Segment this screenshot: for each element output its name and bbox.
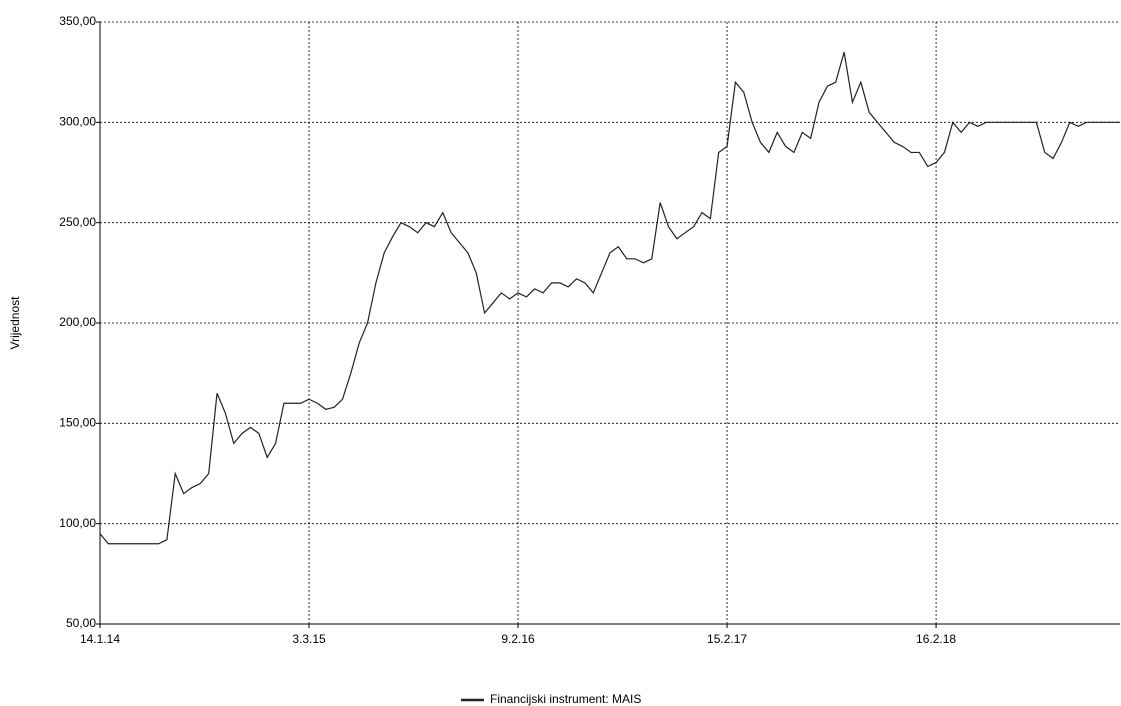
y-tick-label: 50,00 <box>66 616 96 630</box>
x-tick-label: 14.1.14 <box>80 632 120 646</box>
x-tick-label: 3.3.15 <box>292 632 326 646</box>
y-tick-label: 300,00 <box>59 115 96 129</box>
y-tick-label: 100,00 <box>59 516 96 530</box>
x-tick-label: 9.2.16 <box>501 632 535 646</box>
data-line <box>99 51 1120 545</box>
x-tick-label: 16.2.18 <box>916 632 956 646</box>
legend-label: Financijski instrument: MAIS <box>490 692 641 706</box>
x-tick-label: 15.2.17 <box>707 632 747 646</box>
y-tick-label: 350,00 <box>59 14 96 28</box>
y-tick-label: 250,00 <box>59 215 96 229</box>
y-tick-label: 150,00 <box>59 416 96 430</box>
y-tick-label: 200,00 <box>59 315 96 329</box>
y-axis-label: Vrijednost <box>8 296 22 350</box>
